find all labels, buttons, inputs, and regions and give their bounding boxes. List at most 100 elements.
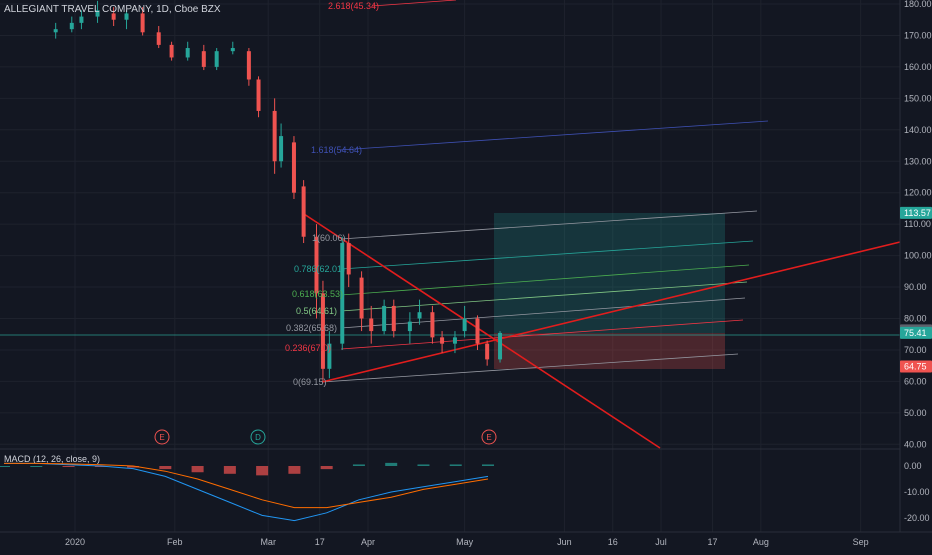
candle	[230, 41, 235, 55]
candle-body	[359, 277, 364, 319]
candle	[291, 136, 296, 199]
candle-body	[485, 343, 490, 360]
fib-channel-line-05	[340, 281, 748, 312]
candle	[382, 299, 387, 335]
candle-body	[156, 32, 161, 45]
macd-histogram-bar	[320, 466, 333, 470]
price-tick: 60.00	[904, 376, 927, 386]
macd-histogram-bar	[0, 466, 10, 467]
macd-histogram-bar	[62, 466, 75, 467]
macd-histogram-bar	[352, 464, 365, 466]
candle	[272, 98, 277, 174]
price-tick: 130.00	[904, 156, 932, 166]
candle	[95, 0, 100, 23]
time-tick: Sep	[853, 537, 869, 547]
time-tick: Jun	[557, 537, 572, 547]
price-badge-bg	[900, 360, 932, 373]
price-tick: 120.00	[904, 188, 932, 198]
price-axis[interactable]: 180.00 170.00 160.00 150.00 140.00 130.00 120.…	[904, 0, 932, 523]
candle	[314, 224, 319, 319]
candle-body	[498, 332, 503, 360]
time-tick: 17	[315, 537, 325, 547]
price-tick: 140.00	[904, 125, 932, 135]
fib-label-0382: 0.382(65.68)	[286, 323, 337, 333]
candle-body	[407, 321, 412, 332]
price-tick: 150.00	[904, 93, 932, 103]
candle-body	[340, 243, 345, 344]
macd-histogram-bar	[449, 464, 462, 466]
candle	[140, 7, 145, 36]
candle-body	[291, 142, 296, 193]
time-tick: 16	[608, 537, 618, 547]
candle	[124, 10, 129, 30]
price-tick: 110.00	[904, 219, 931, 229]
candle-body	[369, 318, 374, 332]
time-tick: 2020	[65, 537, 85, 547]
candle	[246, 48, 251, 86]
candle	[498, 331, 503, 363]
candle	[53, 22, 58, 39]
candle-body	[79, 16, 84, 23]
time-axis[interactable]: 2020 Feb Mar 17 Apr May Jun 16 Jul 17 Aug Sep	[65, 537, 869, 547]
candle-body	[382, 305, 387, 332]
earnings-marker-1-label: E	[159, 433, 164, 442]
candle	[430, 305, 435, 344]
candle-body	[185, 48, 190, 58]
price-badge: 75.41	[904, 328, 927, 338]
candle-body	[169, 44, 174, 58]
candle	[320, 280, 325, 382]
candle-body	[246, 51, 251, 80]
candle-body	[140, 13, 145, 33]
fib-channel-line-0786	[340, 240, 754, 270]
macd-label: MACD (12, 26, close, 9)	[4, 454, 100, 464]
candle-body	[69, 22, 74, 30]
candle	[169, 41, 174, 61]
macd-histogram-bar	[127, 466, 140, 468]
candle	[340, 236, 345, 350]
time-tick: May	[456, 537, 474, 547]
candle-body	[327, 343, 332, 369]
price-badge: 64.75	[904, 361, 927, 371]
price-tick: 100.00	[904, 251, 932, 261]
grid	[0, 0, 900, 532]
time-tick: Mar	[260, 537, 276, 547]
long-position-profit-zone[interactable]	[494, 213, 725, 333]
candle	[407, 312, 412, 344]
dividend-marker-label: D	[255, 433, 261, 442]
price-tick: 180.00	[904, 0, 932, 9]
candle	[359, 271, 364, 332]
candle	[156, 26, 161, 49]
time-tick: Jul	[655, 537, 667, 547]
fib-labels: 1(60.06) 0.786(62.01) 0.618(63.53) 0.5(6…	[285, 1, 379, 387]
ascending-trendline[interactable]	[321, 241, 901, 383]
price-tick: 80.00	[904, 314, 927, 324]
candle	[391, 299, 396, 338]
descending-trendline[interactable]	[303, 213, 661, 449]
earnings-marker-2	[481, 429, 497, 445]
candle	[279, 123, 284, 168]
candle	[475, 315, 480, 350]
candle	[214, 48, 219, 71]
candle-body	[391, 305, 396, 332]
fib-ext-label-2618: 2.618(45.34)	[328, 1, 379, 11]
candle	[346, 233, 351, 288]
event-markers[interactable]: E D E	[154, 429, 497, 445]
price-badge-bg	[900, 206, 932, 219]
fib-label-0786: 0.786(62.01)	[294, 264, 345, 274]
price-tick: 160.00	[904, 62, 932, 72]
candle	[185, 41, 190, 61]
time-axis-bg	[0, 532, 932, 550]
fib-extension-line-2618	[371, 0, 457, 7]
candle	[417, 299, 422, 325]
macd-histogram-bar	[288, 466, 301, 474]
fib-channel-line-0618	[340, 264, 750, 296]
candle	[111, 7, 116, 27]
earnings-marker-1	[154, 429, 170, 445]
candle-body	[440, 337, 445, 344]
long-position-stop-zone[interactable]	[494, 333, 725, 369]
candle-body	[111, 13, 116, 20]
macd-histogram-bar	[417, 464, 430, 466]
macd-histogram-bar	[30, 466, 43, 467]
